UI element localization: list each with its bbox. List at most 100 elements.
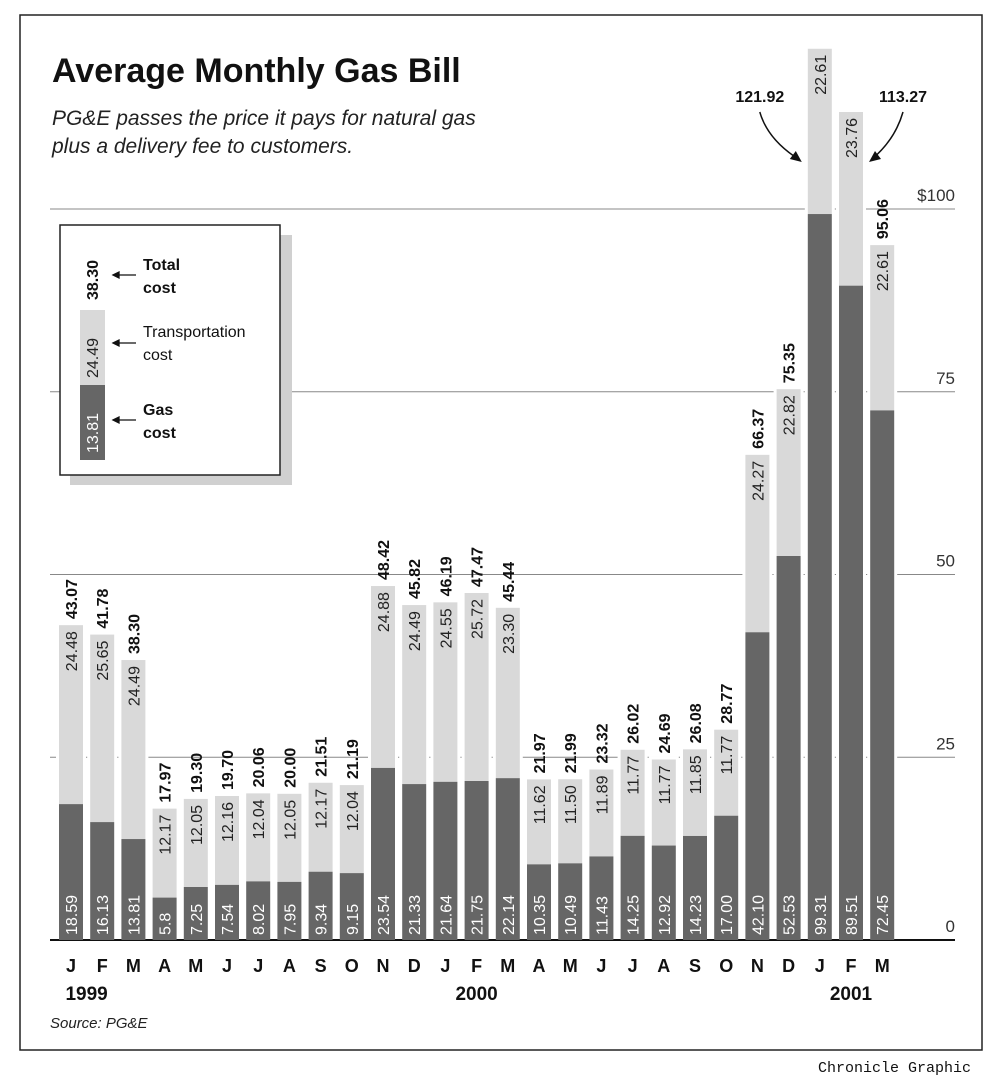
bar-gas-segment [121,839,146,940]
y-tick-label: 75 [936,369,955,388]
annotation-arrow [759,111,801,161]
source-note: Source: PG&E [50,1015,149,1032]
transport-value-label: 22.82 [782,395,799,435]
chart-title: Average Monthly Gas Bill [52,52,461,90]
transport-value-label: 11.85 [688,755,705,794]
legend-gas-label-2: cost [143,425,177,442]
bar-gas-segment [277,881,302,940]
x-tick-label: J [596,956,606,976]
bar-gas-segment [714,815,739,940]
year-label: 1999 [65,984,107,1005]
gas-value-label: 9.34 [314,904,331,935]
total-value-label: 41.78 [95,588,112,628]
gas-value-label: 89.51 [844,895,861,935]
total-value-label: 19.70 [220,750,237,790]
total-value-label: 20.06 [251,747,268,787]
bar-gas-segment [183,887,208,940]
frame [19,14,983,1051]
x-tick-label: A [283,956,296,976]
bar-gas-segment [745,632,770,940]
transport-value-label: 11.77 [657,765,674,804]
bar-transport-segment [215,795,239,885]
gas-value-label: 7.25 [189,904,206,935]
bar-gas-segment [59,804,83,940]
transport-value-label: 12.16 [220,802,237,842]
gas-value-label: 18.59 [64,895,81,935]
gas-value-label: 52.53 [782,895,799,935]
bar-transport-segment [90,634,115,823]
bar-transport-segment [464,592,489,782]
bar-transport-segment [277,793,302,882]
legend-gas-swatch [80,385,105,460]
bar-transport-segment [183,798,208,888]
gas-value-label: 42.10 [750,895,767,935]
total-value-label: 21.97 [532,733,549,773]
gas-value-label: 14.23 [688,895,705,935]
gas-value-label: 99.31 [813,895,830,935]
x-tick-label: F [846,956,857,976]
x-tick-label: F [471,956,482,976]
total-value-label: 26.02 [626,704,643,744]
bar-gas-segment [683,835,707,940]
transport-value-label: 11.77 [626,756,643,795]
x-tick-label: D [782,956,795,976]
gas-value-label: 13.81 [126,895,143,935]
bar-transport-segment [527,779,551,865]
annotation-arrowhead [869,151,881,162]
bar-transport-segment [402,605,427,785]
year-label: 2001 [830,984,873,1005]
bar-transport-segment [807,48,832,215]
legend-total-label-1: Total [143,257,180,274]
transport-value-label: 12.05 [189,805,206,845]
gas-value-label: 12.92 [657,895,674,935]
bar-gas-segment [339,873,364,940]
legend-gas-value: 13.81 [85,413,102,453]
x-tick-label: A [533,956,546,976]
total-value-label: 47.47 [470,547,487,587]
chart-subtitle-line-1: PG&E passes the price it pays for natura… [52,107,476,130]
transport-value-label: 12.05 [282,800,299,840]
transport-value-label: 24.55 [438,608,455,648]
total-value-annotation: 113.27 [879,89,927,106]
x-tick-label: S [315,956,327,976]
bar-gas-segment [558,863,583,940]
transport-value-label: 12.17 [314,789,331,829]
bar-transport-segment [839,111,863,286]
bar-gas-segment [870,410,895,940]
bar-transport-segment [620,749,645,836]
y-tick-label: 50 [936,552,955,571]
transport-value-label: 25.72 [470,599,487,639]
x-tick-label: A [657,956,670,976]
transport-value-label: 23.76 [844,118,861,158]
bar-gas-segment [620,835,645,940]
bar-gas-segment [90,822,115,940]
transport-value-label: 24.49 [407,611,424,651]
transport-value-label: 11.62 [532,785,549,824]
transport-value-label: 22.61 [813,55,830,95]
bar-transport-segment [651,759,676,846]
credit: Chronicle Graphic [818,1060,971,1077]
total-value-label: 46.19 [438,556,455,596]
gas-value-label: 7.95 [282,904,299,935]
bar-transport-segment [308,782,333,872]
y-tick-label: 0 [946,917,955,936]
transport-value-label: 12.17 [158,815,175,855]
total-value-label: 24.69 [657,713,674,753]
bar-gas-segment [152,897,177,940]
total-value-label: 21.99 [563,733,580,773]
x-tick-label: N [751,956,764,976]
legend-total-label-2: cost [143,280,177,297]
bar-gas-segment [651,845,676,940]
x-tick-label: N [377,956,390,976]
gas-value-label: 14.25 [626,895,643,935]
total-value-label: 38.30 [126,614,143,654]
bar-transport-segment [339,785,364,874]
x-tick-label: J [253,956,263,976]
bar-transport-segment [246,793,271,882]
total-value-label: 21.51 [314,737,331,777]
total-value-label: 23.32 [594,723,611,763]
gas-value-label: 22.14 [501,895,518,935]
y-tick-label: 25 [936,734,955,753]
total-value-label: 17.97 [158,762,175,802]
